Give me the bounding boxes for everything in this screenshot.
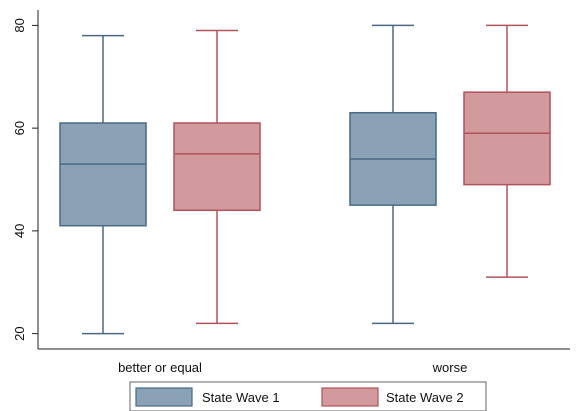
box-series [59,24,551,335]
box-2-2 [463,24,551,278]
y-tick-label: 60 [12,121,27,135]
box-2-1 [173,29,261,325]
plot-area: 20 40 60 80 better or equal worse [12,10,570,375]
x-category-label: worse [432,360,468,375]
legend-swatch [135,387,193,407]
box-1-1 [59,34,147,335]
legend-label: State Wave 1 [202,390,280,405]
legend: State Wave 1 State Wave 2 [129,381,487,411]
legend-swatch [321,387,379,407]
y-axis-ticks: 20 40 60 80 [12,18,38,341]
box-1-2 [349,24,437,325]
interquartile-box [173,122,261,212]
interquartile-box [59,122,147,227]
x-axis-labels: better or equal worse [118,360,467,375]
y-tick-label: 20 [12,326,27,340]
x-category-label: better or equal [118,360,202,375]
y-tick-label: 80 [12,18,27,32]
interquartile-box [463,91,551,186]
legend-label: State Wave 2 [386,390,464,405]
y-tick-label: 40 [12,224,27,238]
